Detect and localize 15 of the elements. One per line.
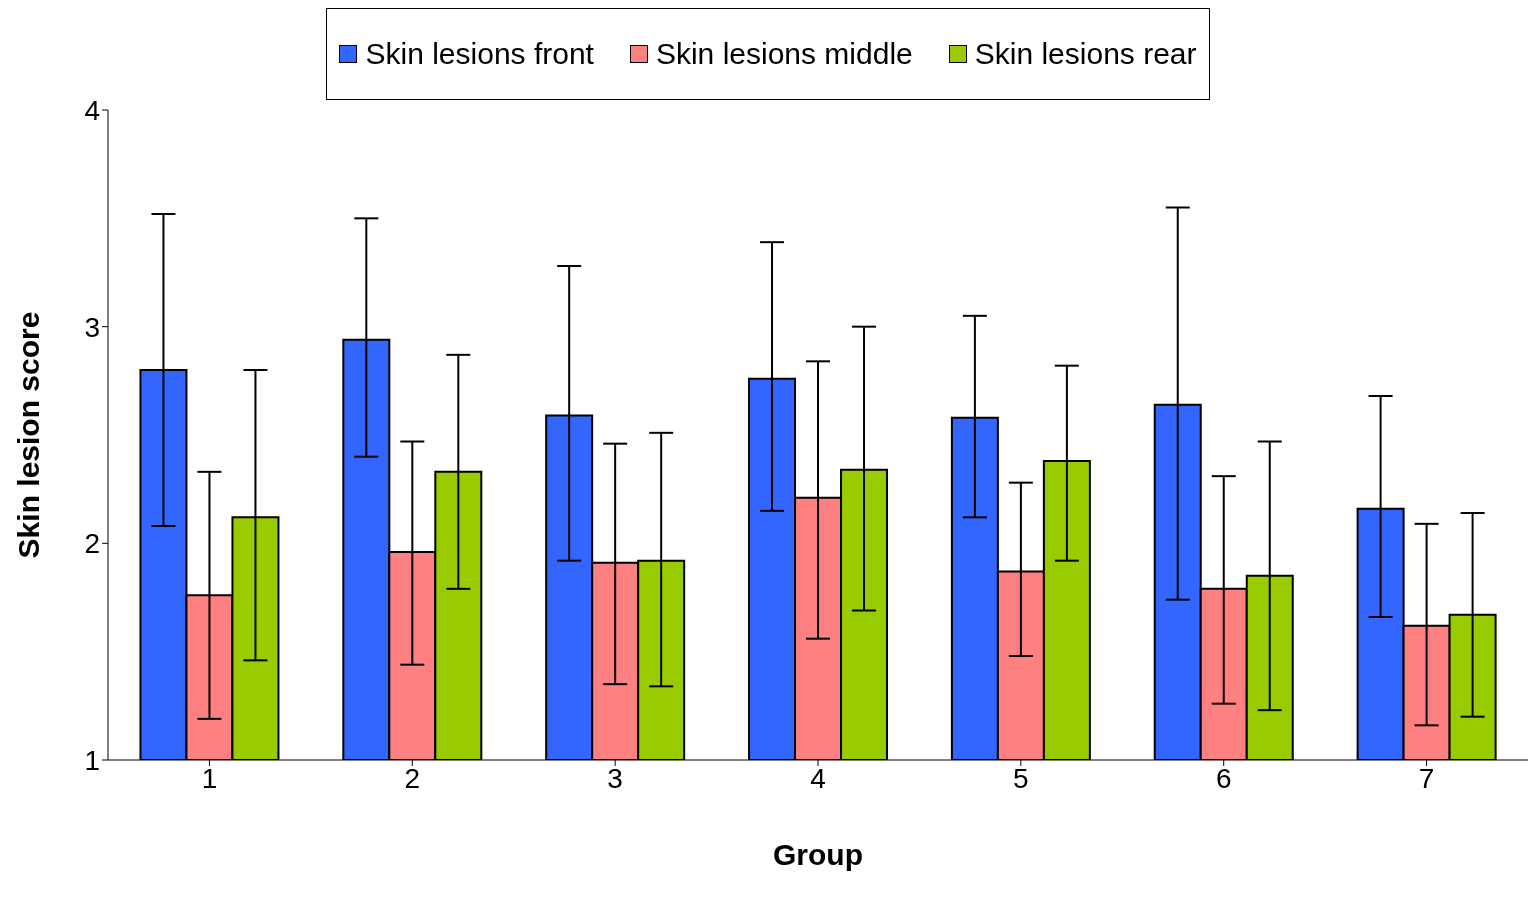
x-tick-label: 1 xyxy=(201,762,218,794)
x-tick-label: 2 xyxy=(404,762,421,794)
legend-label: Skin lesions middle xyxy=(655,37,913,71)
x-tick-label: 7 xyxy=(1418,762,1435,794)
x-tick-label: 4 xyxy=(810,762,826,794)
x-tick-label: 5 xyxy=(1013,762,1029,794)
y-tick-label: 3 xyxy=(84,311,100,343)
x-axis-title: Group xyxy=(773,838,863,871)
x-tick-label: 6 xyxy=(1215,762,1232,794)
y-axis-title: Skin lesion score xyxy=(11,311,45,559)
x-tick-label: 3 xyxy=(607,762,623,794)
y-tick-label: 2 xyxy=(84,528,100,560)
y-tick-label: 4 xyxy=(84,94,100,126)
legend-label: Skin lesions rear xyxy=(974,37,1197,71)
legend-label: Skin lesions front xyxy=(365,37,594,71)
